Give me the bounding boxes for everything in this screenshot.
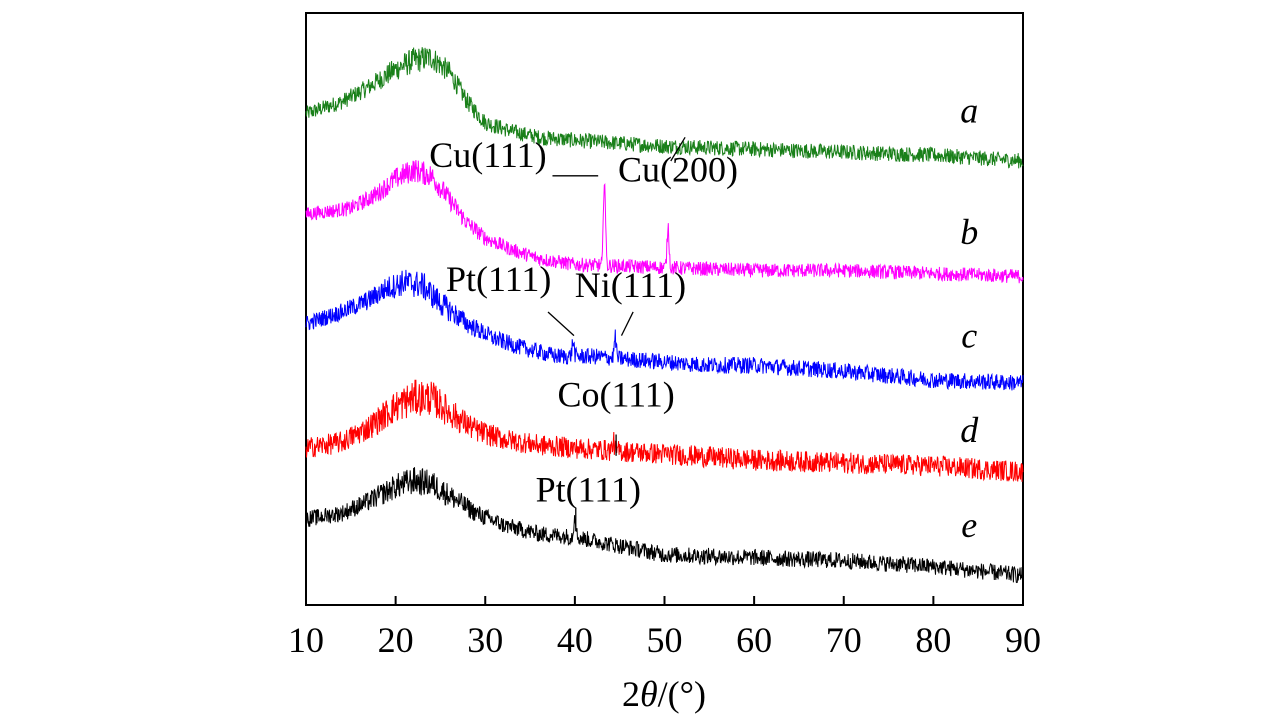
x-tick-label: 20 (378, 620, 414, 660)
series-labels: a b c d e (960, 91, 979, 545)
peak-leader-line (547, 311, 575, 337)
x-axis-label-theta: θ (640, 674, 658, 714)
x-tick-label: 90 (1005, 620, 1041, 660)
x-axis-label-prefix: 2 (622, 674, 640, 714)
series-b-trace (305, 160, 1024, 284)
peak-label: Cu(200) (618, 150, 738, 190)
series-label-e: e (961, 505, 977, 545)
peak-label: Cu(111) (429, 135, 546, 175)
series-label-c: c (961, 315, 977, 355)
x-tick-label: 40 (557, 620, 593, 660)
x-tick-label: 30 (467, 620, 503, 660)
series-traces (305, 47, 1024, 584)
series-d-trace (305, 379, 1024, 483)
series-label-d: d (960, 410, 979, 450)
peak-label: Ni(111) (575, 265, 686, 305)
peak-annotations: Cu(111) Cu(200) Pt(111) Ni(111) Co(111) Pt(11… (429, 135, 738, 531)
series-label-b: b (960, 212, 978, 252)
x-tick-label: 60 (736, 620, 772, 660)
peak-leader-line (620, 311, 634, 336)
series-label-a: a (960, 91, 978, 131)
x-tick-label: 80 (915, 620, 951, 660)
peak-label: Pt(111) (536, 469, 641, 509)
x-axis-label-suffix: /(°) (658, 674, 706, 714)
series-c-trace (305, 269, 1024, 391)
x-axis-ticks: 10 20 30 40 50 60 70 80 90 (288, 596, 1041, 660)
peak-label: Pt(111) (446, 259, 551, 299)
plot-frame (305, 12, 1024, 606)
x-axis-label: 2θ/(°) (622, 674, 706, 714)
x-tick-label: 70 (826, 620, 862, 660)
series-e-trace (305, 467, 1024, 584)
x-tick-label: 50 (647, 620, 683, 660)
series-a-trace (305, 47, 1024, 169)
peak-label: Co(111) (557, 375, 674, 415)
x-tick-label: 10 (288, 620, 324, 660)
peak-leader-line (670, 136, 686, 162)
